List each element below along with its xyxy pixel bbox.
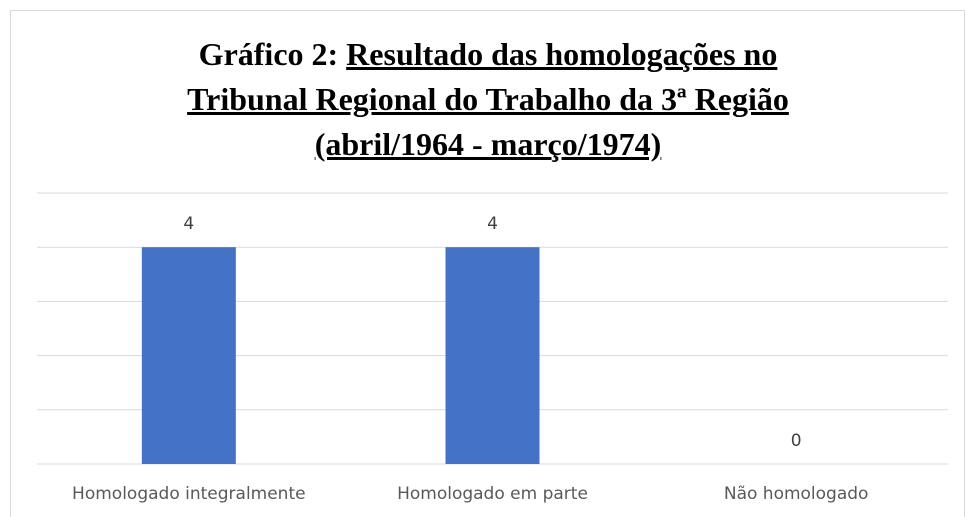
bar [445,247,540,464]
title-line: Resultado das homologações no [346,36,778,72]
title-line: Tribunal Regional do Trabalho da 3ª Regi… [187,81,789,117]
chart-frame [10,10,965,517]
title-line: (abril/1964 - março/1974) [314,126,662,162]
chart-title: Gráfico 2: Resultado das homologações no… [0,32,966,167]
bar [141,247,236,464]
title-label: Gráfico 2: [198,36,339,72]
x-tick-label: Homologado em parte [397,484,588,504]
x-tick-label: Não homologado [724,484,869,504]
data-label: 4 [183,214,194,234]
data-label: 0 [791,431,802,451]
x-tick-label: Homologado integralmente [72,484,306,504]
data-label: 4 [487,214,498,234]
